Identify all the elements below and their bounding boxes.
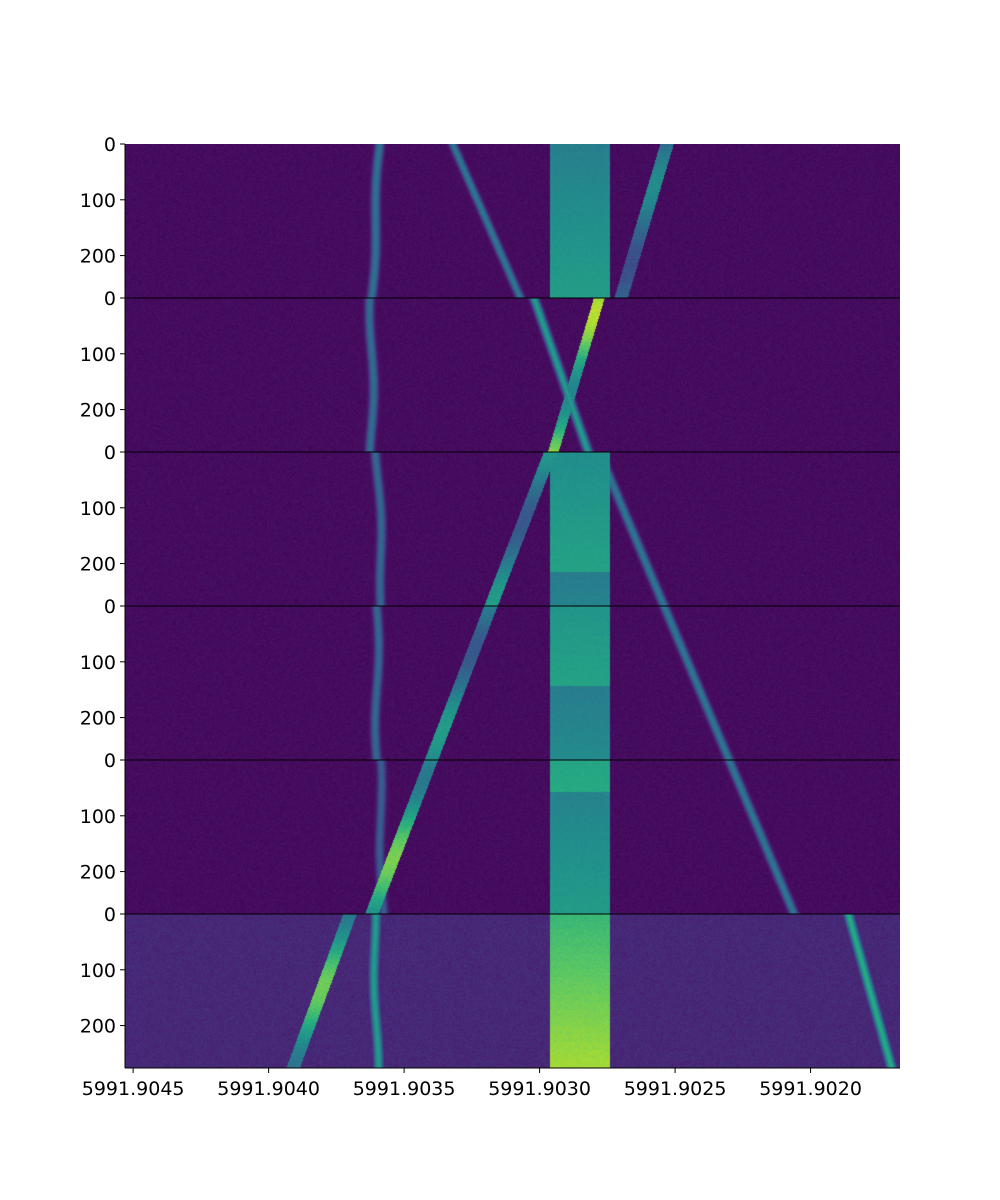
y-tick-label: 100 bbox=[80, 498, 116, 520]
y-tick-label: 200 bbox=[80, 400, 116, 422]
y-tick-label: 100 bbox=[80, 806, 116, 828]
y-tick-label: 100 bbox=[80, 344, 116, 366]
x-tick-label: 5991.9040 bbox=[217, 1078, 320, 1100]
y-tick-label: 200 bbox=[80, 1016, 116, 1038]
y-tick-label: 0 bbox=[104, 596, 116, 618]
y-tick-label: 200 bbox=[80, 554, 116, 576]
y-tick-label: 0 bbox=[104, 288, 116, 310]
y-tick-label: 200 bbox=[80, 862, 116, 884]
x-tick-label: 5991.9045 bbox=[82, 1078, 185, 1100]
plot-area bbox=[124, 144, 900, 1069]
y-tick-label: 100 bbox=[80, 190, 116, 212]
x-tick-label: 5991.9035 bbox=[353, 1078, 456, 1100]
x-axis: 5991.9045 5991.9040 5991.9035 5991.9030 5991… bbox=[82, 1068, 862, 1100]
y-tick-label: 0 bbox=[104, 750, 116, 772]
x-tick-label: 5991.9030 bbox=[488, 1078, 591, 1100]
x-tick-label: 5991.9025 bbox=[624, 1078, 727, 1100]
y-tick-label: 200 bbox=[80, 708, 116, 730]
y-tick-label: 100 bbox=[80, 960, 116, 982]
y-tick-label: 0 bbox=[104, 134, 116, 156]
y-axis: 0 100 200 0 100 200 0 100 200 0 100 200 0 100 200 0 100 2… bbox=[80, 134, 125, 1038]
y-tick-label: 200 bbox=[80, 246, 116, 268]
y-tick-label: 0 bbox=[104, 442, 116, 464]
y-tick-label: 100 bbox=[80, 652, 116, 674]
y-tick-label: 0 bbox=[104, 904, 116, 926]
x-tick-label: 5991.9020 bbox=[759, 1078, 862, 1100]
